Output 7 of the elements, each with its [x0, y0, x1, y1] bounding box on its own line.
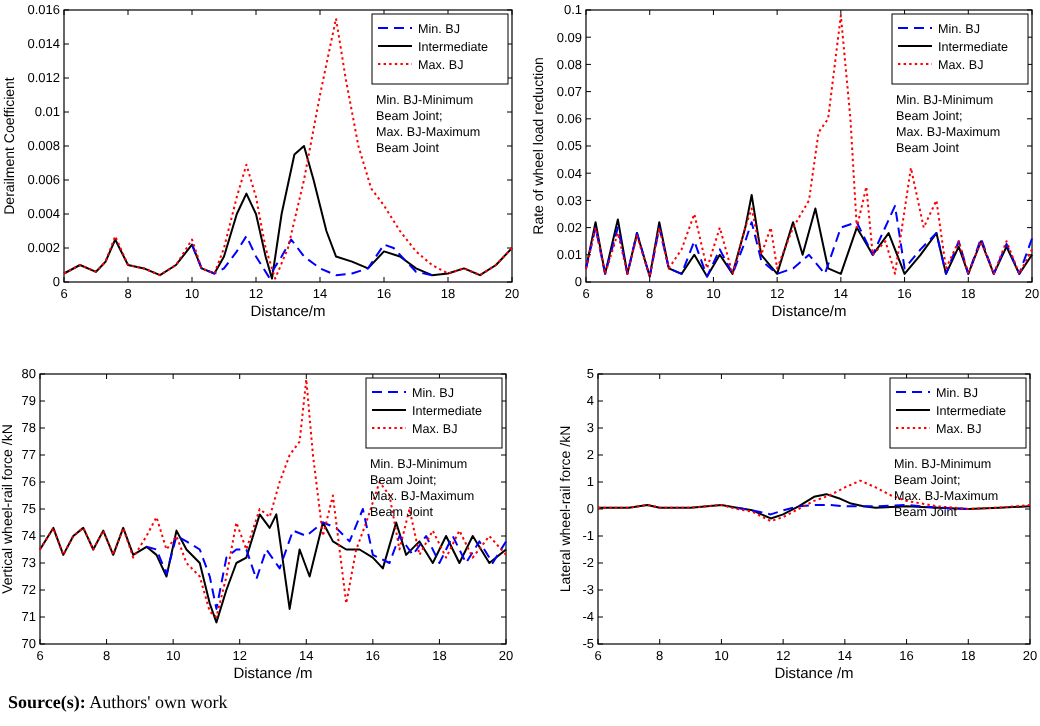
- line-series: [585, 14, 1033, 278]
- line-series: [39, 378, 507, 618]
- line-series: [597, 479, 1031, 523]
- line-series: [191, 235, 433, 278]
- line-series: [63, 17, 513, 280]
- source-note: Source(s): Authors' own work: [8, 692, 229, 712]
- line-series: [145, 508, 507, 610]
